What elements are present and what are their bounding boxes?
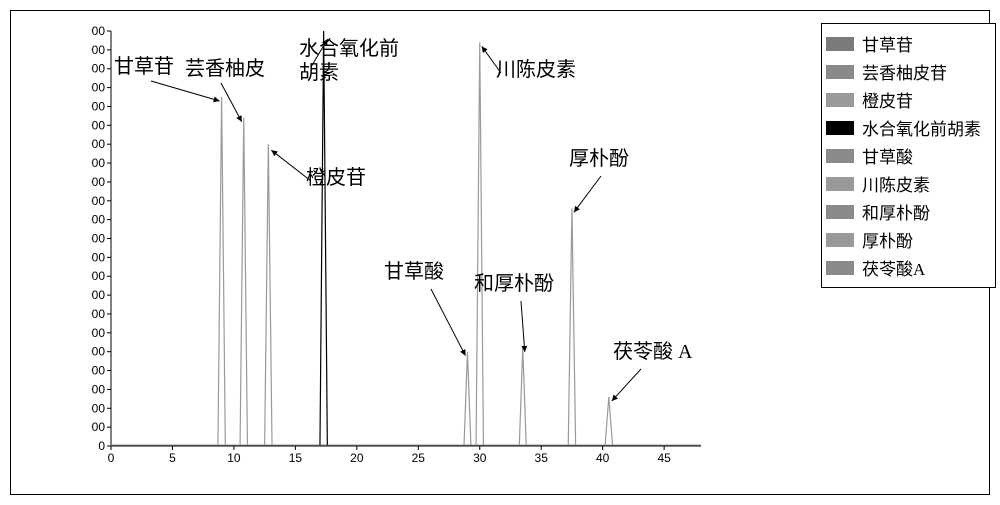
legend-row: 厚朴酚 (826, 227, 991, 252)
ytick-label: 0 (98, 439, 105, 453)
arrow-a8 (574, 176, 601, 212)
legend-swatch (826, 233, 854, 247)
legend-label: 橙皮苷 (862, 87, 913, 112)
ytick-label: 1000000 (91, 401, 105, 415)
legend-swatch (826, 121, 854, 135)
legend-row: 茯苓酸A (826, 255, 991, 280)
legend-row: 和厚朴酚 (826, 199, 991, 224)
legend-swatch (826, 93, 854, 107)
anno-p6: 川陈皮素 (496, 59, 576, 82)
xtick-label: 45 (657, 451, 671, 465)
ytick-label: 10500000 (91, 43, 105, 57)
peak-p3 (265, 144, 272, 445)
legend-row: 川陈皮素 (826, 171, 991, 196)
legend-label: 厚朴酚 (862, 227, 913, 252)
ytick-label: 7000000 (91, 175, 105, 189)
xtick-label: 5 (169, 451, 176, 465)
peak-p4 (320, 31, 327, 445)
arrow-a1 (151, 81, 220, 101)
anno-p4-l2: 胡素 (299, 62, 339, 84)
xtick-label: 0 (108, 451, 115, 465)
legend-row: 芸香柚皮苷 (826, 59, 991, 84)
ytick-label: 6500000 (91, 194, 105, 208)
ytick-label: 500000 (91, 420, 105, 434)
anno-p5: 甘草酸 (384, 261, 444, 284)
ytick-label: 4000000 (91, 288, 105, 302)
anno-p9: 茯苓酸 A (613, 341, 692, 364)
legend-swatch (826, 205, 854, 219)
legend-label: 茯苓酸A (862, 255, 925, 280)
arrow-a5 (431, 289, 465, 356)
plot-svg: 0 500000 1000000 1500000 2000000 2500000 30000… (91, 26, 711, 466)
ytick-label: 8000000 (91, 137, 105, 151)
xtick-label: 25 (412, 451, 426, 465)
legend-swatch (826, 261, 854, 275)
ytick-label: 1500000 (91, 382, 105, 396)
ytick-label: 10000000 (91, 62, 105, 76)
legend-swatch (826, 37, 854, 51)
xtick-label: 40 (596, 451, 610, 465)
anno-p4-l1: 水合氧化前 (299, 38, 399, 60)
ytick-label: 9500000 (91, 81, 105, 95)
xtick-label: 20 (350, 451, 364, 465)
peak-p6 (476, 42, 483, 445)
peak-p2 (240, 118, 247, 445)
ytick-label: 7500000 (91, 156, 105, 170)
xtick-label: 30 (473, 451, 487, 465)
legend-label: 甘草酸 (862, 143, 913, 168)
legend-label: 和厚朴酚 (862, 199, 930, 224)
legend-row: 水合氧化前胡素 (826, 115, 991, 140)
ytick-label: 4500000 (91, 269, 105, 283)
peak-p5 (464, 352, 471, 445)
ytick-label: 8500000 (91, 118, 105, 132)
arrow-a7 (521, 301, 525, 352)
chart-frame: 0 500000 1000000 1500000 2000000 2500000 30000… (10, 10, 990, 495)
xtick-label: 10 (227, 451, 241, 465)
xtick-label: 35 (535, 451, 549, 465)
peak-p9 (605, 397, 612, 445)
legend-label: 水合氧化前胡素 (862, 115, 981, 140)
anno-p4: 水合氧化前 胡素 (299, 37, 399, 85)
ytick-label: 3000000 (91, 326, 105, 340)
anno-p8: 厚朴酚 (569, 148, 629, 171)
anno-p3: 橙皮苷 (306, 167, 366, 190)
ytick-label: 6000000 (91, 213, 105, 227)
legend-swatch (826, 65, 854, 79)
arrow-a9 (612, 369, 641, 401)
ytick-label: 11000000 (91, 26, 105, 38)
legend-swatch (826, 149, 854, 163)
legend-row: 甘草苷 (826, 31, 991, 56)
ytick-label: 5000000 (91, 250, 105, 264)
peak-p1 (218, 97, 225, 445)
ytick-label: 5500000 (91, 232, 105, 246)
legend-swatch (826, 177, 854, 191)
anno-p2: 芸香柚皮 (185, 58, 265, 81)
plot-area: 0 500000 1000000 1500000 2000000 2500000 30000… (91, 26, 711, 466)
legend-label: 芸香柚皮苷 (862, 59, 947, 84)
legend-row: 甘草酸 (826, 143, 991, 168)
legend: 甘草苷芸香柚皮苷橙皮苷水合氧化前胡素甘草酸川陈皮素和厚朴酚厚朴酚茯苓酸A (821, 23, 996, 288)
ytick-label: 9000000 (91, 99, 105, 113)
ytick-label: 3500000 (91, 307, 105, 321)
arrow-a2 (221, 83, 242, 122)
legend-row: 橙皮苷 (826, 87, 991, 112)
anno-p1: 甘草苷 (114, 56, 174, 79)
anno-p7: 和厚朴酚 (474, 273, 554, 296)
ytick-label: 2500000 (91, 345, 105, 359)
legend-label: 甘草苷 (862, 31, 913, 56)
xtick-label: 15 (289, 451, 303, 465)
peak-p8 (568, 208, 575, 445)
peak-p7 (519, 348, 526, 445)
legend-label: 川陈皮素 (862, 171, 930, 196)
ytick-label: 2000000 (91, 364, 105, 378)
